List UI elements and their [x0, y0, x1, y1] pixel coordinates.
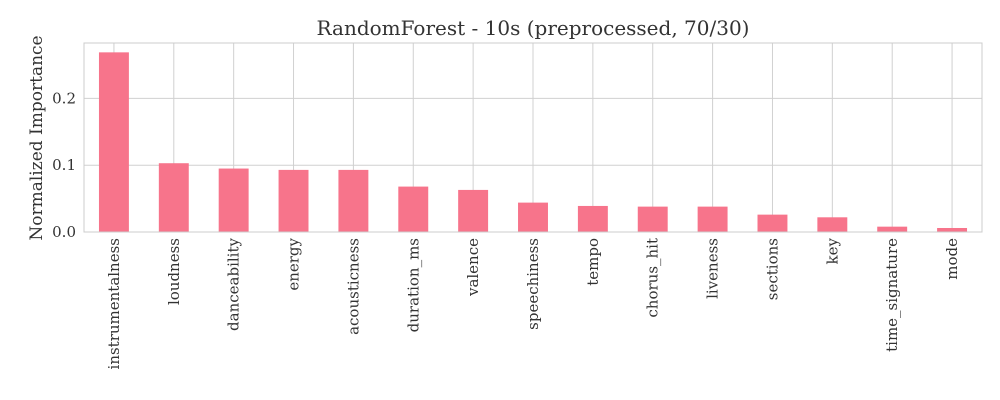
bar-time-signature	[877, 226, 908, 232]
bar-duration-ms	[398, 186, 429, 232]
grid	[84, 43, 982, 233]
x-tick-label: energy	[285, 237, 303, 290]
bar-acousticness	[338, 169, 369, 232]
bar-sections	[757, 214, 788, 232]
x-tick-label: mode	[943, 238, 961, 280]
y-axis-label: Normalized Importance	[27, 35, 47, 240]
x-tick-label: sections	[763, 238, 781, 300]
y-tick-label: 0.0	[52, 223, 76, 241]
bar-instrumentalness	[98, 52, 129, 232]
bar-energy	[278, 169, 309, 232]
bar-danceability	[218, 168, 249, 232]
y-tick-label: 0.2	[52, 89, 76, 107]
bar-mode	[937, 227, 968, 232]
x-tick-label: acousticness	[344, 238, 362, 335]
y-tick-label: 0.1	[52, 156, 76, 174]
bar-speechiness	[518, 202, 548, 232]
bar-key	[817, 217, 848, 232]
chart-title: RandomForest - 10s (preprocessed, 70/30)	[317, 16, 750, 40]
x-ticks: instrumentalness loudness danceability ener…	[105, 237, 961, 369]
x-tick-label: time_signature	[883, 238, 901, 352]
x-tick-label: speechiness	[524, 238, 542, 330]
plot-frame	[83, 42, 983, 233]
x-tick-label: liveness	[704, 238, 722, 299]
x-tick-label: loudness	[165, 238, 183, 305]
y-ticks: 0.0 0.1 0.2	[52, 89, 76, 241]
bar-loudness	[158, 163, 189, 232]
x-tick-label: key	[823, 237, 841, 264]
bar-liveness	[697, 206, 728, 232]
x-tick-label: valence	[464, 238, 482, 297]
x-tick-label: tempo	[584, 238, 602, 286]
bars	[98, 52, 968, 232]
bar-valence	[458, 189, 489, 232]
bar-chorus-hit	[637, 206, 668, 232]
x-tick-label: duration_ms	[404, 238, 422, 332]
x-tick-label: danceability	[225, 237, 243, 330]
x-tick-label: instrumentalness	[105, 238, 123, 369]
bar-tempo	[577, 205, 608, 232]
x-tick-label: chorus_hit	[644, 238, 662, 318]
